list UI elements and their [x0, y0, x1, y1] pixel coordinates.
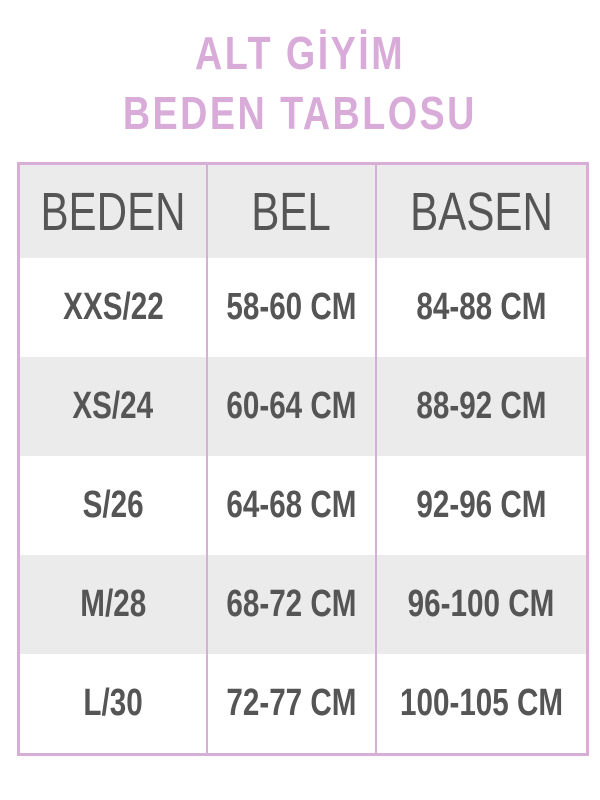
title-line-2: BEDEN TABLOSU: [122, 87, 478, 139]
table-cell: M/28: [17, 555, 209, 654]
table-row: S/26 64-68 CM 92-96 CM: [17, 456, 589, 555]
table-cell: 96-100 CM: [374, 555, 589, 654]
table-cell: 72-77 CM: [206, 654, 377, 755]
table-cell: 68-72 CM: [206, 555, 377, 654]
table-header-row: BEDEN BEL BASEN: [17, 163, 589, 258]
table-row: M/28 68-72 CM 96-100 CM: [17, 555, 589, 654]
table-cell: 92-96 CM: [374, 456, 589, 555]
table-row: L/30 72-77 CM 100-105 CM: [17, 654, 589, 755]
header-cell: BEDEN: [17, 163, 209, 258]
table-cell: 64-68 CM: [206, 456, 377, 555]
size-chart-table: BEDEN BEL BASEN XXS/22 58-60 CM 84-88 CM…: [17, 162, 590, 756]
table-cell: L/30: [17, 654, 209, 755]
table-cell: 58-60 CM: [206, 258, 377, 357]
title-line-1: ALT GİYİM: [194, 27, 406, 79]
header-cell: BASEN: [374, 163, 589, 258]
table-cell: 84-88 CM: [374, 258, 589, 357]
table-cell: 88-92 CM: [374, 357, 589, 456]
table-cell: XXS/22: [17, 258, 209, 357]
table-cell: 60-64 CM: [206, 357, 377, 456]
table-cell: 100-105 CM: [374, 654, 589, 755]
header-cell: BEL: [206, 163, 377, 258]
table-cell: XS/24: [17, 357, 209, 456]
table-cell: S/26: [17, 456, 209, 555]
table-row: XS/24 60-64 CM 88-92 CM: [17, 357, 589, 456]
table-row: XXS/22 58-60 CM 84-88 CM: [17, 258, 589, 357]
